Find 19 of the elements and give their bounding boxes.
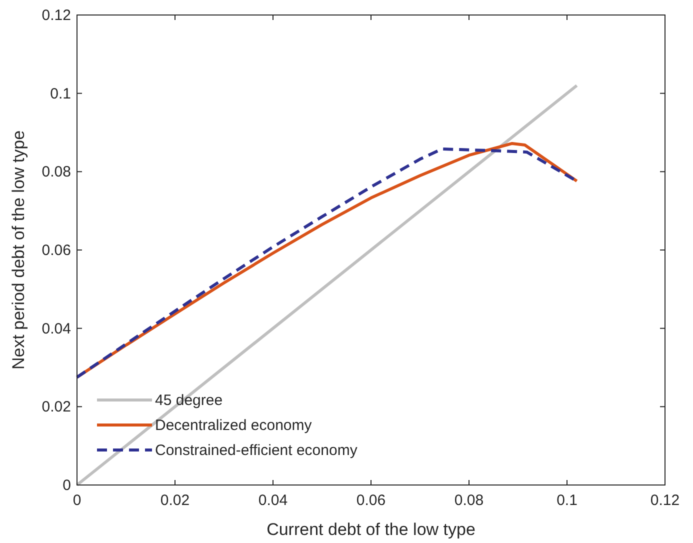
y-tick-label: 0.04: [42, 320, 71, 338]
x-tick-label: 0.1: [556, 492, 578, 509]
legend-label: 45 degree: [155, 392, 223, 409]
y-tick-label: 0: [62, 477, 71, 494]
x-tick-label: 0: [72, 492, 82, 509]
y-tick-label: 0.12: [42, 7, 71, 24]
x-tick-label: 0.08: [454, 492, 484, 509]
legend-label: Decentralized economy: [155, 417, 312, 434]
y-tick-label: 0.02: [42, 398, 71, 416]
x-axis-title: Current debt of the low type: [266, 520, 476, 539]
x-tick-label: 0.02: [160, 492, 190, 509]
y-tick-label: 0.08: [42, 164, 71, 181]
x-tick-label: 0.12: [650, 492, 680, 509]
x-tick-label: 0.04: [258, 492, 288, 509]
y-axis-title: Next period debt of the low type: [9, 130, 28, 370]
legend-label: Constrained-efficient economy: [155, 442, 358, 459]
y-tick-label: 0.06: [42, 242, 71, 259]
x-tick-label: 0.06: [356, 492, 386, 509]
y-tick-label: 0.1: [50, 85, 71, 102]
